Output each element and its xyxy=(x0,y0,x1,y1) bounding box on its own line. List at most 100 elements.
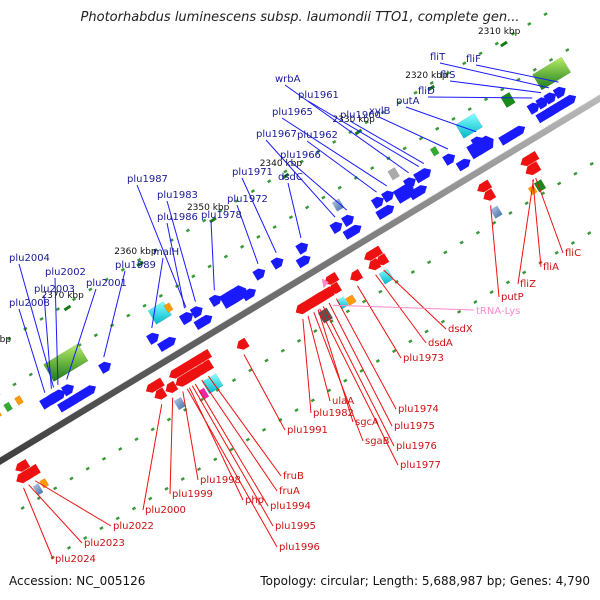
forward-label-leader xyxy=(475,64,559,83)
reverse-label-leader xyxy=(307,315,331,402)
track-dash xyxy=(101,456,107,461)
track-dash xyxy=(229,447,234,452)
reverse-gene-label: sgcA xyxy=(355,417,379,428)
kbp-tick-label: 2360 kbp xyxy=(114,247,157,257)
forward-label-leader xyxy=(136,184,187,308)
kbp-tick-label: 2380 kbp xyxy=(0,335,11,345)
track-dash xyxy=(443,250,448,255)
reverse-gene-label: fliZ xyxy=(520,279,536,290)
forward-gene-arrow xyxy=(146,332,159,345)
track-dash xyxy=(136,257,142,262)
forward-gene-arrow xyxy=(189,306,203,319)
forward-gene-arrow xyxy=(270,257,284,270)
track-dash xyxy=(280,348,285,353)
reverse-gene-label: fruB xyxy=(283,471,304,482)
track-dash xyxy=(570,240,576,245)
track-dash xyxy=(148,496,153,501)
reverse-gene-label: plu1977 xyxy=(400,460,441,471)
reverse-label-leader xyxy=(191,385,274,527)
forward-gene-arrow xyxy=(342,229,354,240)
track-dash xyxy=(370,166,375,171)
kbp-tick-label: 2350 kbp xyxy=(187,203,230,213)
reverse-gene-arrow xyxy=(364,250,375,261)
reverse-label-leader xyxy=(169,397,174,495)
track-dash xyxy=(557,181,562,186)
track-dash xyxy=(213,457,218,462)
kbp-tick-mark xyxy=(136,260,145,268)
track-dash xyxy=(462,61,467,66)
reverse-gene-arrow xyxy=(526,162,540,175)
track-dash xyxy=(12,382,17,387)
track-dash xyxy=(88,287,93,292)
reverse-label-leader xyxy=(490,205,500,298)
forward-gene-arrow xyxy=(535,112,547,124)
forward-label-leader xyxy=(378,116,449,150)
forward-label-leader xyxy=(405,106,477,133)
track-dash xyxy=(459,240,464,245)
track-dash xyxy=(522,270,527,275)
track-dash xyxy=(69,476,74,481)
forward-gene-arrow xyxy=(252,268,266,281)
forward-label-leader xyxy=(287,182,302,238)
track-dash xyxy=(332,139,337,144)
track-dash xyxy=(494,41,499,46)
forward-gene-label: plu1978 xyxy=(201,210,242,221)
kbp-tick-label: 2370 kbp xyxy=(41,291,84,301)
track-dash xyxy=(397,100,402,105)
reverse-gene-arrow xyxy=(368,258,382,271)
reverse-label-leader xyxy=(23,487,54,560)
forward-gene-arrow xyxy=(442,153,456,166)
reverse-gene-label: plu2024 xyxy=(55,554,96,565)
track-dash xyxy=(245,437,250,442)
reverse-label-leader xyxy=(335,298,397,410)
track-dash xyxy=(272,225,277,230)
forward-label-leader xyxy=(18,263,55,388)
track-dash xyxy=(321,195,326,200)
reverse-gene-arrow xyxy=(376,253,390,266)
forward-gene-label: plu2002 xyxy=(45,267,86,278)
reverse-gene-arrow xyxy=(169,368,180,379)
forward-gene-arrow xyxy=(552,86,566,99)
forward-gene-arrow xyxy=(418,168,432,181)
track-dash xyxy=(131,506,137,511)
forward-label-leader xyxy=(265,139,336,218)
track-dash xyxy=(345,309,350,314)
track-dash xyxy=(250,189,256,194)
track-dash xyxy=(426,260,432,265)
reverse-label-leader xyxy=(535,177,564,254)
forward-gene-label: fliD xyxy=(418,86,435,97)
forward-gene-arrow xyxy=(193,319,205,330)
track-dash xyxy=(28,372,33,377)
track-dash xyxy=(380,110,386,115)
reverse-gene-arrows xyxy=(15,151,542,484)
track-dash xyxy=(500,87,505,92)
forward-gene-arrow xyxy=(295,257,307,269)
feature-block xyxy=(490,205,503,219)
forward-gene-label: plu2001 xyxy=(86,278,127,289)
feature-block xyxy=(32,483,44,496)
kbp-ticks: 2310 kbp 2320 kbp 2330 kbp 2340 kbp 2350 kbp… xyxy=(0,27,521,345)
forward-gene-label: plu2008 xyxy=(9,298,50,309)
forward-gene-label: putA xyxy=(396,96,420,107)
track-dash xyxy=(207,264,212,269)
forward-gene-arrow xyxy=(392,184,414,204)
forward-label-leader xyxy=(281,117,388,187)
reverse-gene-arrow xyxy=(145,382,157,393)
track-dash xyxy=(589,161,594,166)
feature-block xyxy=(331,198,345,212)
kbp-tick-mark xyxy=(427,84,436,92)
track-dash xyxy=(483,97,489,102)
forward-gene-label: fliS xyxy=(440,70,455,81)
forward-gene-label: plu1960 xyxy=(340,110,381,121)
reverse-gene-arrow xyxy=(477,182,489,193)
track-dash xyxy=(418,136,424,141)
reverse-gene-arrow xyxy=(16,471,30,484)
forward-gene-label: xylB xyxy=(369,106,391,117)
forward-gene-arrow xyxy=(39,397,53,410)
feature-block xyxy=(500,91,516,109)
forward-label-leader xyxy=(18,308,46,393)
track-dash xyxy=(375,358,381,363)
track-dash xyxy=(435,126,440,131)
track-dash xyxy=(310,398,315,403)
label-leaders xyxy=(18,62,564,560)
